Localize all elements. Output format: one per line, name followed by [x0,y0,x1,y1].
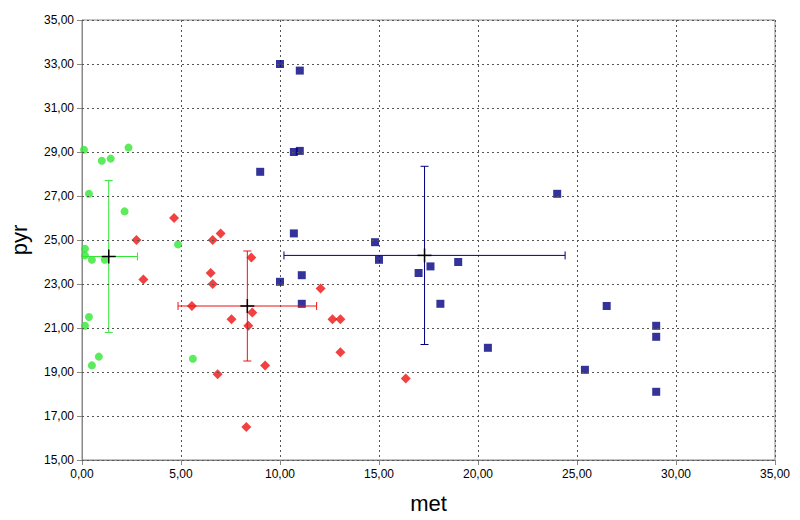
svg-text:21,00: 21,00 [44,321,74,335]
svg-text:31,00: 31,00 [44,101,74,115]
svg-text:30,00: 30,00 [661,467,691,481]
svg-text:0,00: 0,00 [70,467,94,481]
svg-text:25,00: 25,00 [44,233,74,247]
svg-text:pyr: pyr [7,225,32,256]
svg-text:23,00: 23,00 [44,277,74,291]
svg-text:10,00: 10,00 [265,467,295,481]
svg-text:19,00: 19,00 [44,365,74,379]
svg-text:27,00: 27,00 [44,189,74,203]
svg-text:17,00: 17,00 [44,409,74,423]
svg-text:33,00: 33,00 [44,57,74,71]
svg-text:35,00: 35,00 [44,13,74,27]
svg-text:35,00: 35,00 [760,467,790,481]
svg-text:29,00: 29,00 [44,145,74,159]
svg-text:15,00: 15,00 [44,453,74,467]
svg-text:met: met [410,491,447,516]
svg-text:25,00: 25,00 [562,467,592,481]
svg-text:20,00: 20,00 [463,467,493,481]
svg-text:15,00: 15,00 [364,467,394,481]
svg-text:5,00: 5,00 [169,467,193,481]
